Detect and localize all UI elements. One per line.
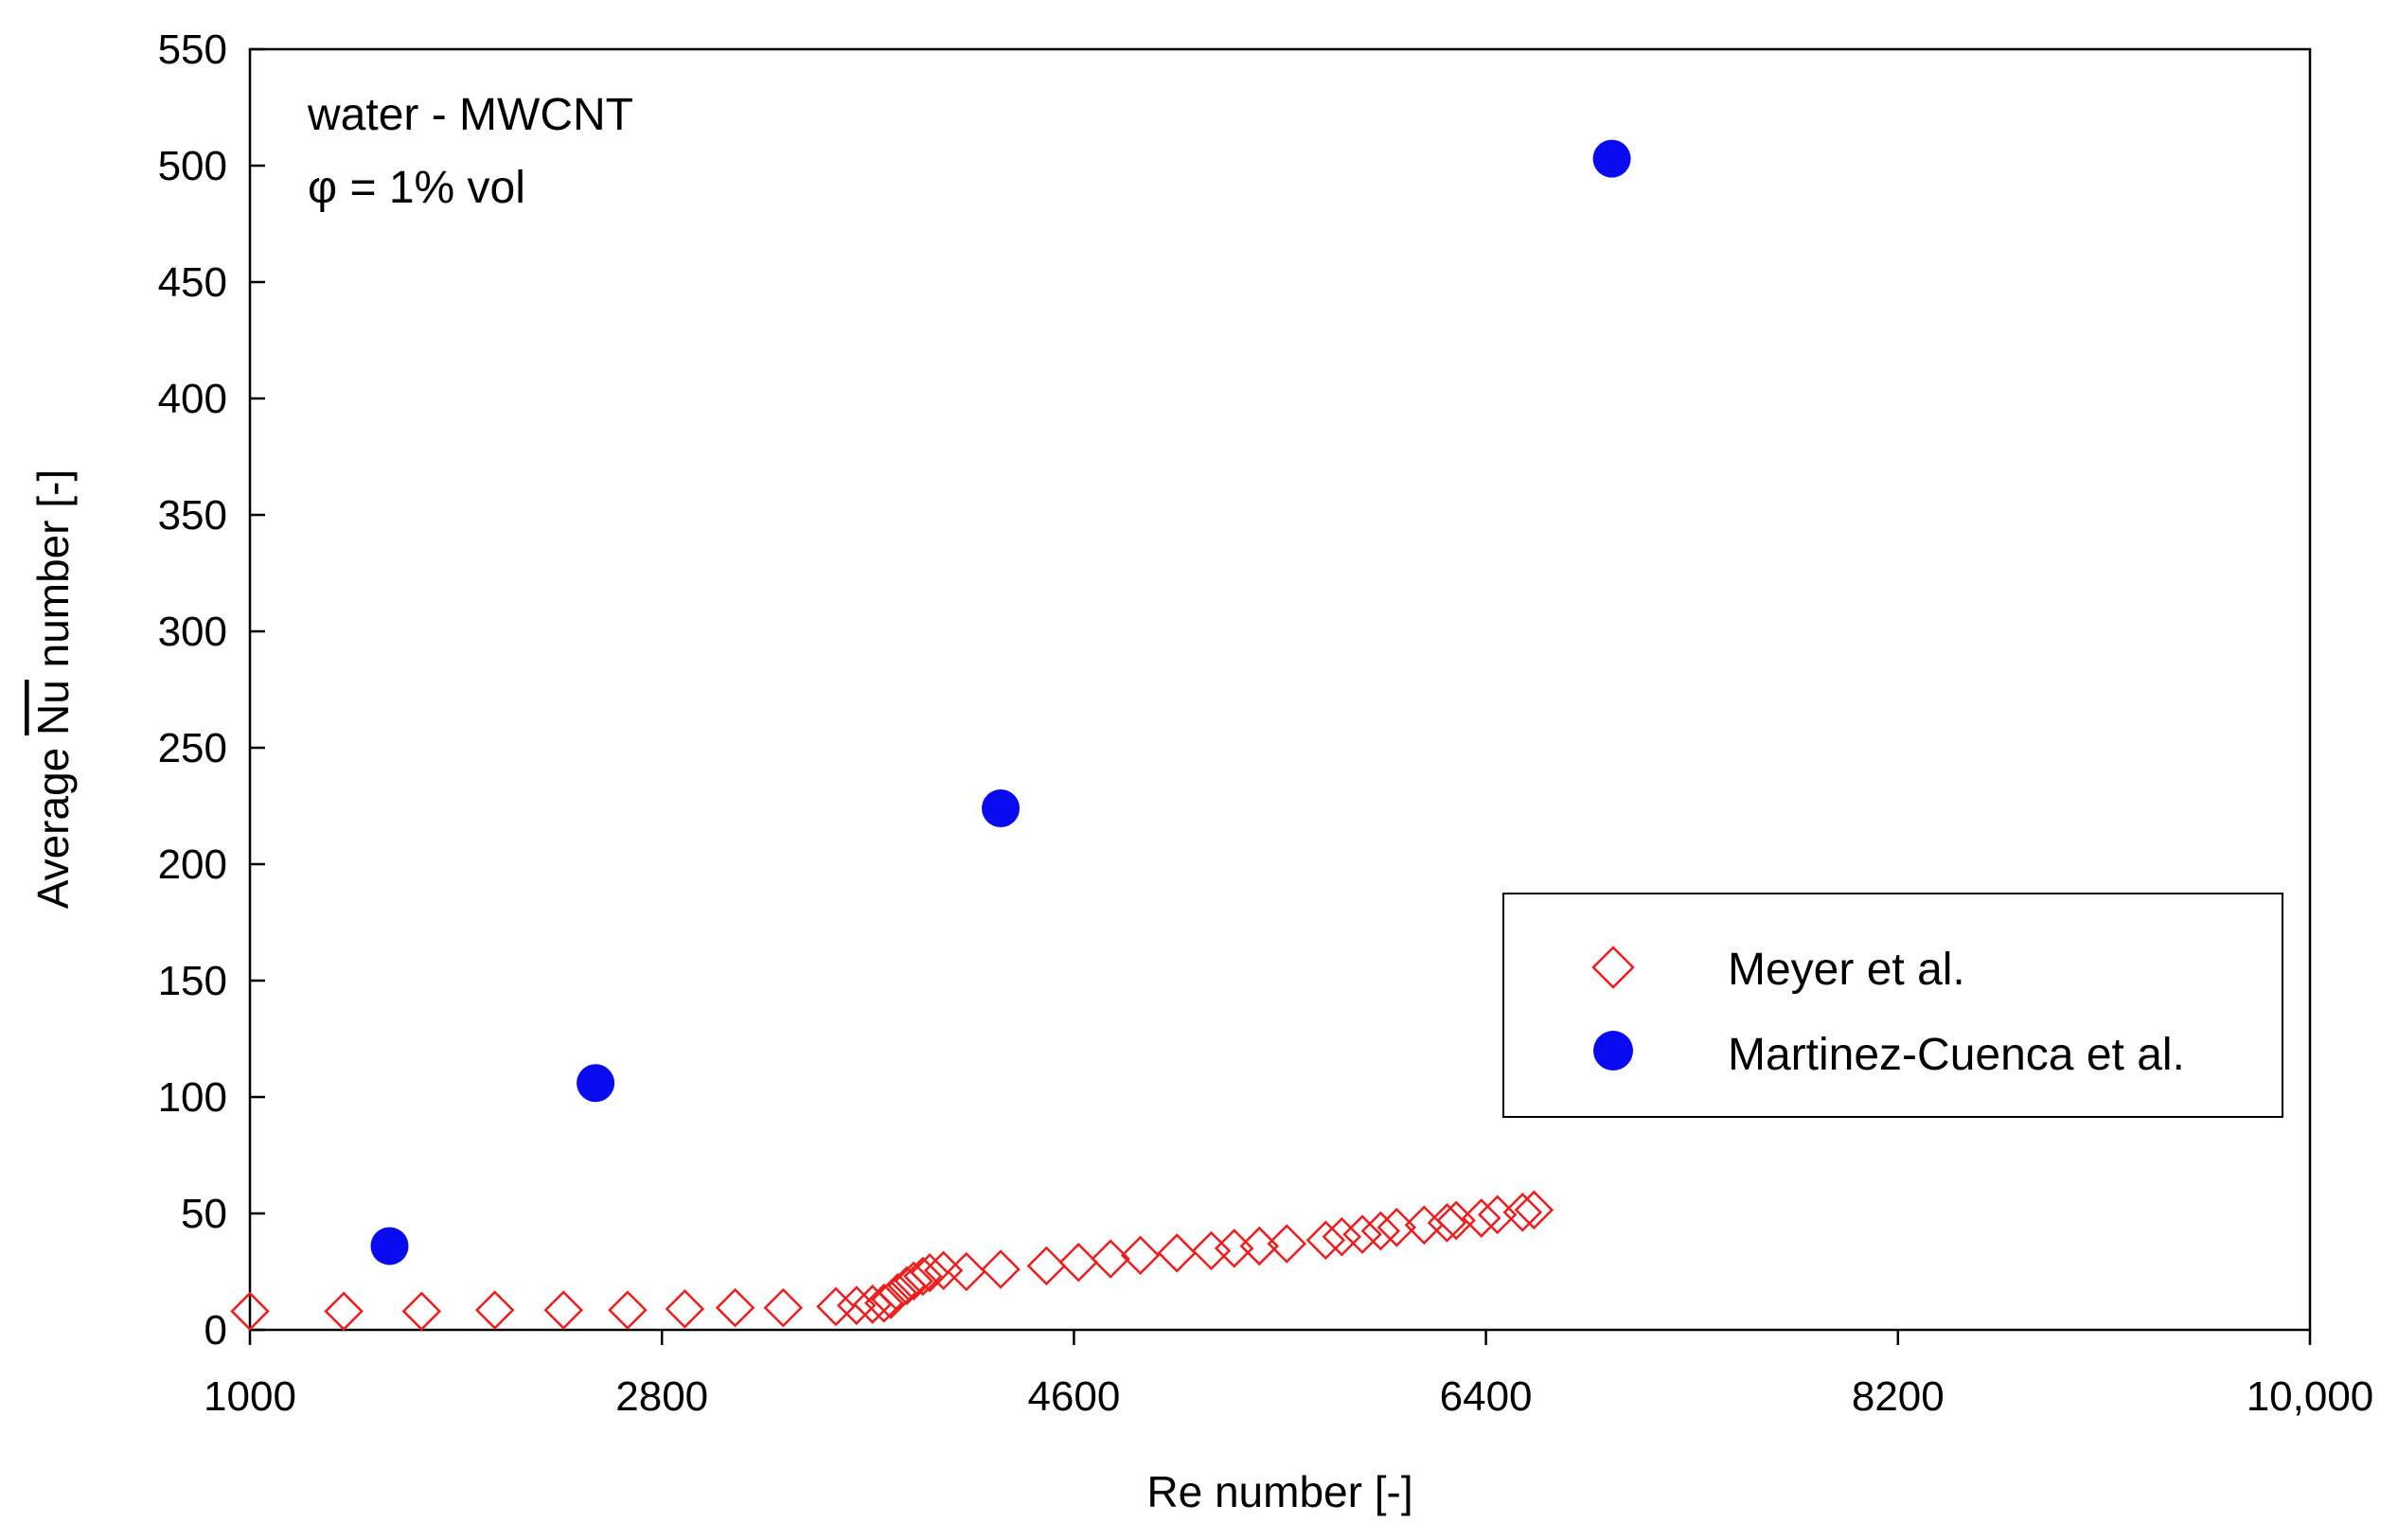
- data-point-meyer: [1267, 1224, 1307, 1264]
- y-tick-label: 200: [158, 841, 227, 888]
- series-1: [370, 139, 1631, 1266]
- legend-label-martinez-cuenca: Martinez-Cuenca et al.: [1728, 1030, 2185, 1080]
- x-tick-label: 2800: [615, 1373, 708, 1420]
- data-point-meyer: [1322, 1216, 1362, 1257]
- y-tick-label: 150: [158, 958, 227, 1004]
- data-point-martinez-cuenca: [370, 1227, 409, 1266]
- x-tick-label: 1000: [204, 1373, 296, 1420]
- y-tick-label: 400: [158, 376, 227, 422]
- y-tick-label: 500: [158, 143, 227, 189]
- data-point-meyer: [1404, 1205, 1445, 1246]
- x-tick-label: 10,000: [2247, 1373, 2374, 1420]
- data-series: [230, 139, 1631, 1332]
- data-point-martinez-cuenca: [982, 788, 1021, 827]
- data-point-meyer: [1157, 1233, 1197, 1273]
- data-point-meyer: [715, 1287, 755, 1328]
- data-point-meyer: [230, 1291, 270, 1332]
- data-point-meyer: [543, 1290, 584, 1330]
- y-tick-label: 100: [158, 1074, 227, 1121]
- data-point-meyer: [1502, 1193, 1543, 1232]
- data-point-meyer: [401, 1291, 442, 1332]
- legend-label-meyer: Meyer et al.: [1728, 945, 1965, 995]
- data-point-meyer: [1091, 1239, 1130, 1279]
- data-point-meyer: [863, 1283, 904, 1323]
- data-point-martinez-cuenca: [577, 1064, 615, 1103]
- data-point-meyer: [608, 1290, 648, 1330]
- data-point-meyer: [894, 1261, 933, 1301]
- legend-marker-meyer: [1591, 946, 1635, 989]
- data-point-meyer: [1342, 1214, 1382, 1254]
- data-point-meyer: [1306, 1220, 1346, 1261]
- data-point-meyer: [1360, 1211, 1401, 1251]
- plot-area: [248, 47, 2312, 1332]
- data-point-meyer: [474, 1290, 515, 1330]
- x-tick-label: 4600: [1027, 1373, 1120, 1420]
- x-axis-title: Re number [-]: [1146, 1467, 1412, 1516]
- data-point-meyer: [763, 1287, 804, 1328]
- y-axis-ticks: 0 50 100 150 200 250 300 350 400 450 500 550: [158, 27, 265, 1354]
- data-point-meyer: [871, 1280, 911, 1319]
- y-tick-label: 450: [158, 259, 227, 306]
- data-point-meyer: [816, 1286, 856, 1327]
- annotation-volume-fraction: φ = 1% vol: [308, 163, 525, 213]
- data-point-meyer: [1191, 1230, 1232, 1271]
- data-point-meyer: [946, 1251, 986, 1292]
- data-point-martinez-cuenca: [1592, 139, 1631, 178]
- data-point-meyer: [1514, 1190, 1554, 1230]
- data-point-meyer: [1427, 1203, 1467, 1243]
- x-axis-ticks: 1000 2800 4600 6400 8200 10,000: [204, 1330, 2373, 1420]
- data-point-meyer: [324, 1291, 364, 1332]
- legend-box: [1502, 893, 2283, 1118]
- data-point-meyer: [981, 1249, 1021, 1289]
- y-axis-title-prefix: Average: [28, 735, 78, 909]
- data-point-meyer: [1461, 1198, 1501, 1238]
- legend: Meyer et al. Martinez-Cuenca et al.: [1502, 893, 2283, 1118]
- data-point-meyer: [878, 1272, 917, 1313]
- x-tick-label: 6400: [1440, 1373, 1533, 1420]
- y-tick-label: 50: [181, 1191, 227, 1237]
- series-0: [230, 1190, 1554, 1332]
- y-tick-label: 550: [158, 27, 227, 73]
- y-tick-label: 250: [158, 725, 227, 771]
- data-point-meyer: [910, 1252, 950, 1293]
- y-tick-label: 300: [158, 609, 227, 655]
- annotation-fluid: water - MWCNT: [307, 90, 633, 140]
- data-point-meyer: [1026, 1246, 1067, 1286]
- data-point-meyer: [1120, 1235, 1161, 1276]
- y-axis-title-symbol: Nu: [28, 680, 78, 735]
- y-axis-title: Average Nu number [-]: [28, 469, 78, 910]
- legend-marker-martinez-cuenca: [1593, 1031, 1633, 1071]
- data-point-meyer: [903, 1256, 943, 1297]
- data-point-meyer: [1058, 1242, 1099, 1283]
- x-tick-label: 8200: [1852, 1373, 1945, 1420]
- y-axis-title-suffix: number [-]: [28, 469, 78, 680]
- data-point-meyer: [665, 1289, 705, 1329]
- y-tick-label: 350: [158, 492, 227, 539]
- y-tick-label: 0: [204, 1307, 227, 1354]
- data-point-meyer: [1214, 1229, 1254, 1268]
